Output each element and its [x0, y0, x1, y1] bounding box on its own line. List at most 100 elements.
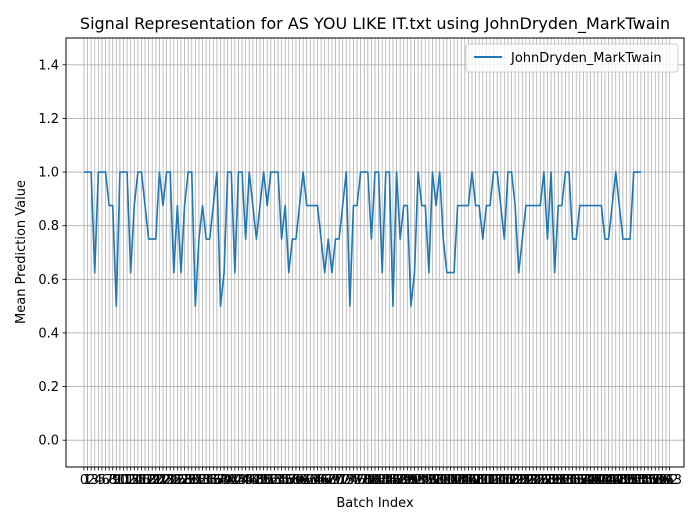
x-tick-label: 93 — [410, 473, 427, 488]
x-tick-label: 25 — [166, 473, 183, 488]
x-tick-label: 132 — [546, 473, 571, 488]
x-tick-label: 62 — [298, 473, 315, 488]
x-tick-label: 92 — [406, 473, 423, 488]
x-tick-label: 145 — [593, 473, 618, 488]
x-tick-label: 142 — [582, 473, 607, 488]
x-tick-label: 13 — [122, 473, 139, 488]
y-axis-label: Mean Prediction Value — [14, 180, 29, 324]
x-tick-label: 6 — [101, 473, 109, 488]
x-tick-label: 124 — [517, 473, 542, 488]
x-tick-label: 94 — [413, 473, 430, 488]
x-tick-label: 82 — [370, 473, 387, 488]
x-tick-label: 65 — [309, 473, 326, 488]
x-tick-label: 48 — [248, 473, 265, 488]
x-tick-label: 76 — [349, 473, 366, 488]
x-tick-label: 120 — [503, 473, 528, 488]
x-tick-label: 79 — [360, 473, 377, 488]
y-tick-label: 0.2 — [38, 380, 59, 395]
x-tick-label: 21 — [151, 473, 168, 488]
legend-box — [465, 43, 679, 73]
x-tick-label: 107 — [456, 473, 481, 488]
x-tick-label: 126 — [524, 473, 549, 488]
x-tick-label: 66 — [313, 473, 330, 488]
x-tick-label: 19 — [144, 473, 161, 488]
x-tick-label: 147 — [600, 473, 625, 488]
y-tick-label: 1.4 — [38, 58, 59, 73]
x-tick-label: 71 — [331, 473, 348, 488]
x-tick-label: 131 — [542, 473, 567, 488]
x-tick-label: 89 — [395, 473, 412, 488]
x-tick-label: 58 — [284, 473, 301, 488]
x-tick-label: 50 — [255, 473, 272, 488]
y-tick-label: 0.4 — [38, 326, 59, 341]
x-tick-label: 44 — [234, 473, 251, 488]
x-tick-label: 35 — [201, 473, 218, 488]
x-tick-label: 140 — [575, 473, 600, 488]
legend-label: JohnDryden_MarkTwain — [510, 51, 662, 66]
x-tick-label: 74 — [342, 473, 359, 488]
x-tick-label: 24 — [162, 473, 179, 488]
x-tick-label: 20 — [148, 473, 165, 488]
x-tick-label: 16 — [133, 473, 150, 488]
x-tick-label: 11 — [115, 473, 132, 488]
x-tick-label: 2 — [87, 473, 95, 488]
x-tick-label: 78 — [356, 473, 373, 488]
x-tick-label: 148 — [603, 473, 628, 488]
x-tick-label: 27 — [173, 473, 190, 488]
x-tick-label: 47 — [245, 473, 262, 488]
x-axis-ticks: 0123456789101112131415161718192021222324… — [80, 467, 682, 488]
x-grid — [83, 38, 671, 467]
x-tick-label: 31 — [187, 473, 204, 488]
x-tick-label: 42 — [227, 473, 244, 488]
x-tick-label: 12 — [119, 473, 136, 488]
x-tick-label: 114 — [481, 473, 506, 488]
x-tick-label: 84 — [378, 473, 395, 488]
x-tick-label: 3 — [91, 473, 99, 488]
y-tick-label: 1.2 — [38, 112, 59, 127]
x-tick-label: 153 — [621, 473, 646, 488]
x-tick-label: 151 — [614, 473, 639, 488]
x-tick-label: 121 — [506, 473, 531, 488]
x-tick-label: 152 — [618, 473, 643, 488]
x-tick-label: 30 — [183, 473, 200, 488]
x-tick-label: 52 — [263, 473, 280, 488]
x-tick-label: 104 — [445, 473, 470, 488]
x-tick-label: 149 — [607, 473, 632, 488]
x-tick-label: 68 — [320, 473, 337, 488]
x-tick-label: 155 — [628, 473, 653, 488]
x-tick-label: 97 — [424, 473, 441, 488]
x-tick-label: 150 — [611, 473, 636, 488]
x-tick-label: 0 — [80, 473, 88, 488]
x-tick-label: 122 — [510, 473, 535, 488]
x-tick-label: 161 — [650, 473, 675, 488]
x-tick-label: 64 — [306, 473, 323, 488]
y-tick-label: 0.8 — [38, 219, 59, 234]
chart-title: Signal Representation for AS YOU LIKE IT… — [80, 14, 670, 34]
x-tick-label: 23 — [158, 473, 175, 488]
x-tick-label: 5 — [98, 473, 106, 488]
x-tick-label: 139 — [571, 473, 596, 488]
x-tick-label: 54 — [270, 473, 287, 488]
x-tick-label: 98 — [428, 473, 445, 488]
x-tick-label: 138 — [567, 473, 592, 488]
x-tick-label: 136 — [560, 473, 585, 488]
x-tick-label: 117 — [492, 473, 517, 488]
x-tick-label: 112 — [474, 473, 499, 488]
x-tick-label: 101 — [434, 473, 459, 488]
x-tick-label: 133 — [549, 473, 574, 488]
x-tick-label: 137 — [564, 473, 589, 488]
x-tick-label: 158 — [639, 473, 664, 488]
x-tick-label: 83 — [374, 473, 391, 488]
y-axis-ticks: 0.0 0.2 0.4 0.6 0.8 1.0 1.2 1.4 — [38, 58, 66, 449]
x-tick-label: 17 — [137, 473, 154, 488]
x-tick-label: 10 — [112, 473, 129, 488]
x-tick-label: 4 — [94, 473, 102, 488]
x-tick-label: 63 — [302, 473, 319, 488]
x-tick-label: 123 — [513, 473, 538, 488]
x-tick-label: 108 — [460, 473, 485, 488]
x-tick-label: 125 — [521, 473, 546, 488]
series-layer — [83, 171, 641, 307]
x-tick-label: 115 — [485, 473, 510, 488]
x-tick-label: 143 — [585, 473, 610, 488]
x-tick-label: 43 — [230, 473, 247, 488]
